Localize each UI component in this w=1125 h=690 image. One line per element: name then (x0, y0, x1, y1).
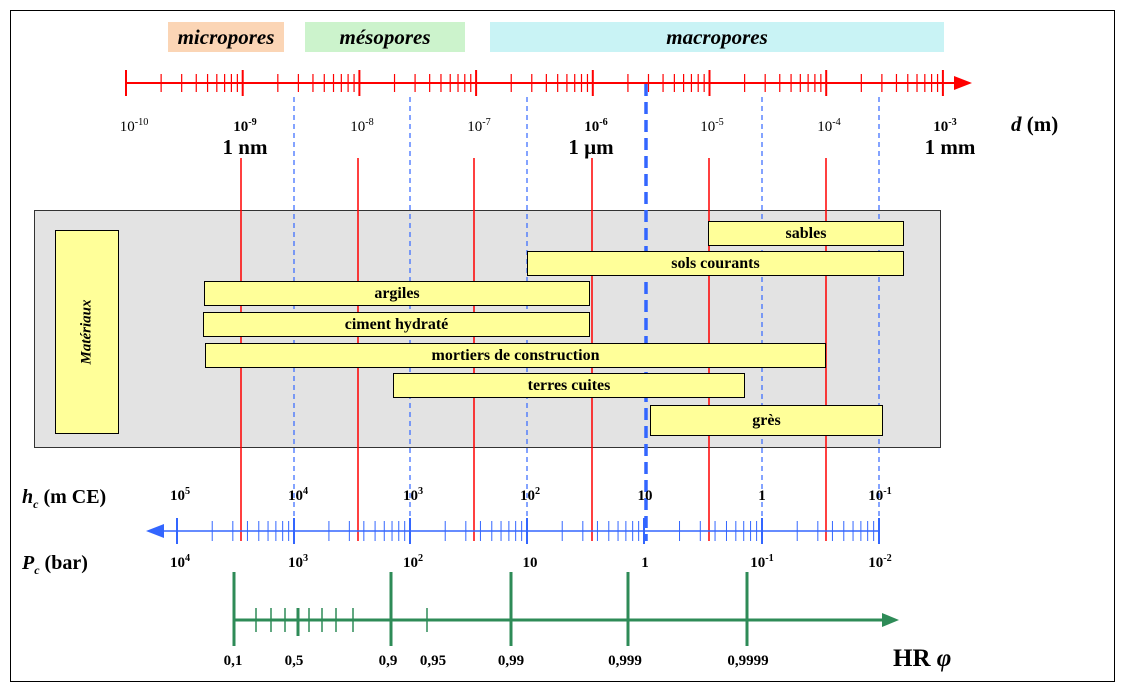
pc-tick-label: 102 (402, 553, 424, 571)
hr-tick-label: 0,9 (378, 653, 398, 669)
hr-tick-label: 0,95 (419, 653, 447, 669)
bar-ciment-hydrate: ciment hydraté (203, 312, 590, 337)
bar-gres: grès (650, 405, 883, 436)
band-macropores: macropores (490, 22, 944, 52)
pc-tick-label: 10-1 (750, 553, 774, 571)
hr-tick-label: 0,9999 (727, 653, 769, 669)
bar-terres-cuites: terres cuites (393, 373, 745, 398)
d-tick-label: 10-8 (350, 117, 374, 135)
d-tick-label: 10-7 (467, 117, 491, 135)
band-mesopores: mésopores (305, 22, 465, 52)
pc-axis-title: Pc (bar) (22, 552, 88, 577)
d-sub-label-nm: 1 nm (222, 135, 268, 159)
figure-frame (10, 10, 1115, 682)
bar-sols-courants: sols courants (527, 251, 904, 276)
d-tick-label: 10-3 (933, 117, 957, 135)
hr-axis-title: HR φ (893, 645, 952, 672)
hr-tick-label: 0,999 (608, 653, 642, 669)
d-tick-label: 10-6 (584, 117, 608, 135)
d-tick-label: 10-5 (700, 117, 724, 135)
bar-sables: sables (708, 221, 904, 246)
pc-tick-label: 103 (287, 553, 309, 571)
hc-tick-label: 10-1 (868, 486, 892, 504)
hc-tick-label: 102 (519, 486, 541, 504)
hc-tick-label: 103 (402, 486, 424, 504)
hc-axis-title: hc (m CE) (22, 486, 107, 511)
d-tick-label: 10-4 (817, 117, 841, 135)
hc-tick-label: 105 (169, 486, 191, 504)
hr-axis-arrow (882, 613, 899, 627)
pc-tick-label: 104 (169, 553, 191, 571)
pc-tick-label: 1 (641, 555, 649, 571)
bar-argiles: argiles (204, 281, 590, 306)
hr-tick-label: 0,99 (497, 653, 525, 669)
d-axis-title: d (m) (1011, 112, 1059, 136)
d-tick-label: 10-10 (119, 117, 149, 135)
hc-tick-label: 10 (637, 488, 653, 504)
band-micropores: micropores (168, 22, 284, 52)
d-sub-label-um: 1 µm (568, 135, 614, 159)
materials-label-box: Matériaux (55, 230, 119, 434)
d-sub-label-mm: 1 mm (924, 135, 976, 159)
pc-tick-label: 10-2 (868, 553, 892, 571)
hc-tick-label: 1 (758, 488, 766, 504)
pc-tick-label: 10 (522, 555, 538, 571)
hc-axis-arrow (146, 524, 164, 538)
hr-tick-label: 0,1 (223, 653, 243, 669)
bar-mortiers: mortiers de construction (205, 343, 826, 368)
d-tick-label: 10-9 (233, 117, 257, 135)
hc-tick-label: 104 (287, 486, 309, 504)
hr-tick-label: 0,5 (284, 653, 304, 669)
d-axis-arrow (954, 76, 972, 90)
